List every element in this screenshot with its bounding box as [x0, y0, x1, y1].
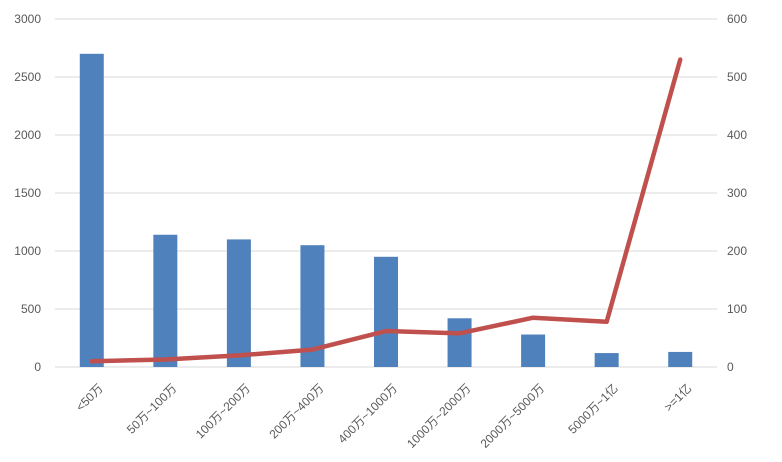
x-axis-category-label: 100万~200万: [193, 381, 253, 441]
x-axis-category-label: <50万: [73, 381, 106, 414]
bar[interactable]: [79, 53, 104, 368]
bar[interactable]: [668, 351, 693, 367]
right-axis-tick-label: 200: [727, 244, 747, 258]
x-axis-category-label: 1000万~2000万: [404, 381, 474, 451]
right-axis-tick-label: 600: [727, 12, 747, 26]
left-axis-tick-label: 1000: [14, 244, 41, 258]
right-axis-tick-label: 400: [727, 128, 747, 142]
left-axis-tick-label: 2500: [14, 70, 41, 84]
left-axis-tick-label: 1500: [14, 186, 41, 200]
x-axis-category-label: 50万~100万: [124, 381, 179, 436]
x-axis-category-label: 2000万~5000万: [478, 381, 548, 451]
left-axis-tick-label: 0: [34, 360, 41, 374]
bar[interactable]: [594, 353, 619, 367]
bar[interactable]: [521, 334, 546, 367]
left-axis-tick-label: 3000: [14, 12, 41, 26]
x-axis-category-label: 400万~1000万: [335, 381, 400, 446]
bar[interactable]: [447, 318, 472, 367]
left-axis-tick-label: 2000: [14, 128, 41, 142]
left-axis-tick-label: 500: [21, 302, 41, 316]
trend-line[interactable]: [89, 57, 683, 364]
bar[interactable]: [374, 256, 398, 367]
x-axis-category-label: 200万~400万: [266, 381, 326, 441]
right-axis-tick-label: 100: [727, 302, 747, 316]
bar[interactable]: [226, 239, 251, 367]
x-axis-category-label: >=1亿: [661, 381, 695, 415]
x-axis-category-label: 5000万~1亿: [565, 381, 621, 437]
right-axis-tick-label: 300: [727, 186, 747, 200]
right-axis-tick-label: 0: [727, 360, 734, 374]
right-axis-tick-label: 500: [727, 70, 747, 84]
bar[interactable]: [153, 234, 178, 367]
